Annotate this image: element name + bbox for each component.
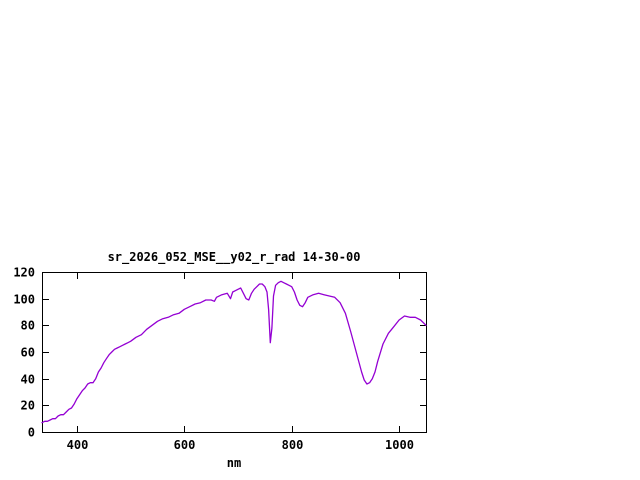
y-tick-label: 20 bbox=[21, 399, 35, 413]
y-tick-label: 40 bbox=[21, 373, 35, 387]
x-tick-label: 600 bbox=[174, 438, 196, 452]
x-tick-label: 400 bbox=[67, 438, 89, 452]
chart-title: sr_2026_052_MSE__y02_r_rad 14-30-00 bbox=[107, 250, 361, 264]
y-tick-label: 80 bbox=[21, 319, 35, 333]
x-axis-label: nm bbox=[226, 456, 242, 470]
spectrum-line bbox=[41, 280, 427, 424]
x-tick-label: 1000 bbox=[385, 438, 414, 452]
y-tick-label: 120 bbox=[13, 266, 35, 280]
y-tick-label: 100 bbox=[13, 293, 35, 307]
x-tick-label: 800 bbox=[282, 438, 304, 452]
y-tick-label: 0 bbox=[28, 426, 35, 440]
plot-border bbox=[42, 272, 427, 433]
y-tick-label: 60 bbox=[21, 346, 35, 360]
